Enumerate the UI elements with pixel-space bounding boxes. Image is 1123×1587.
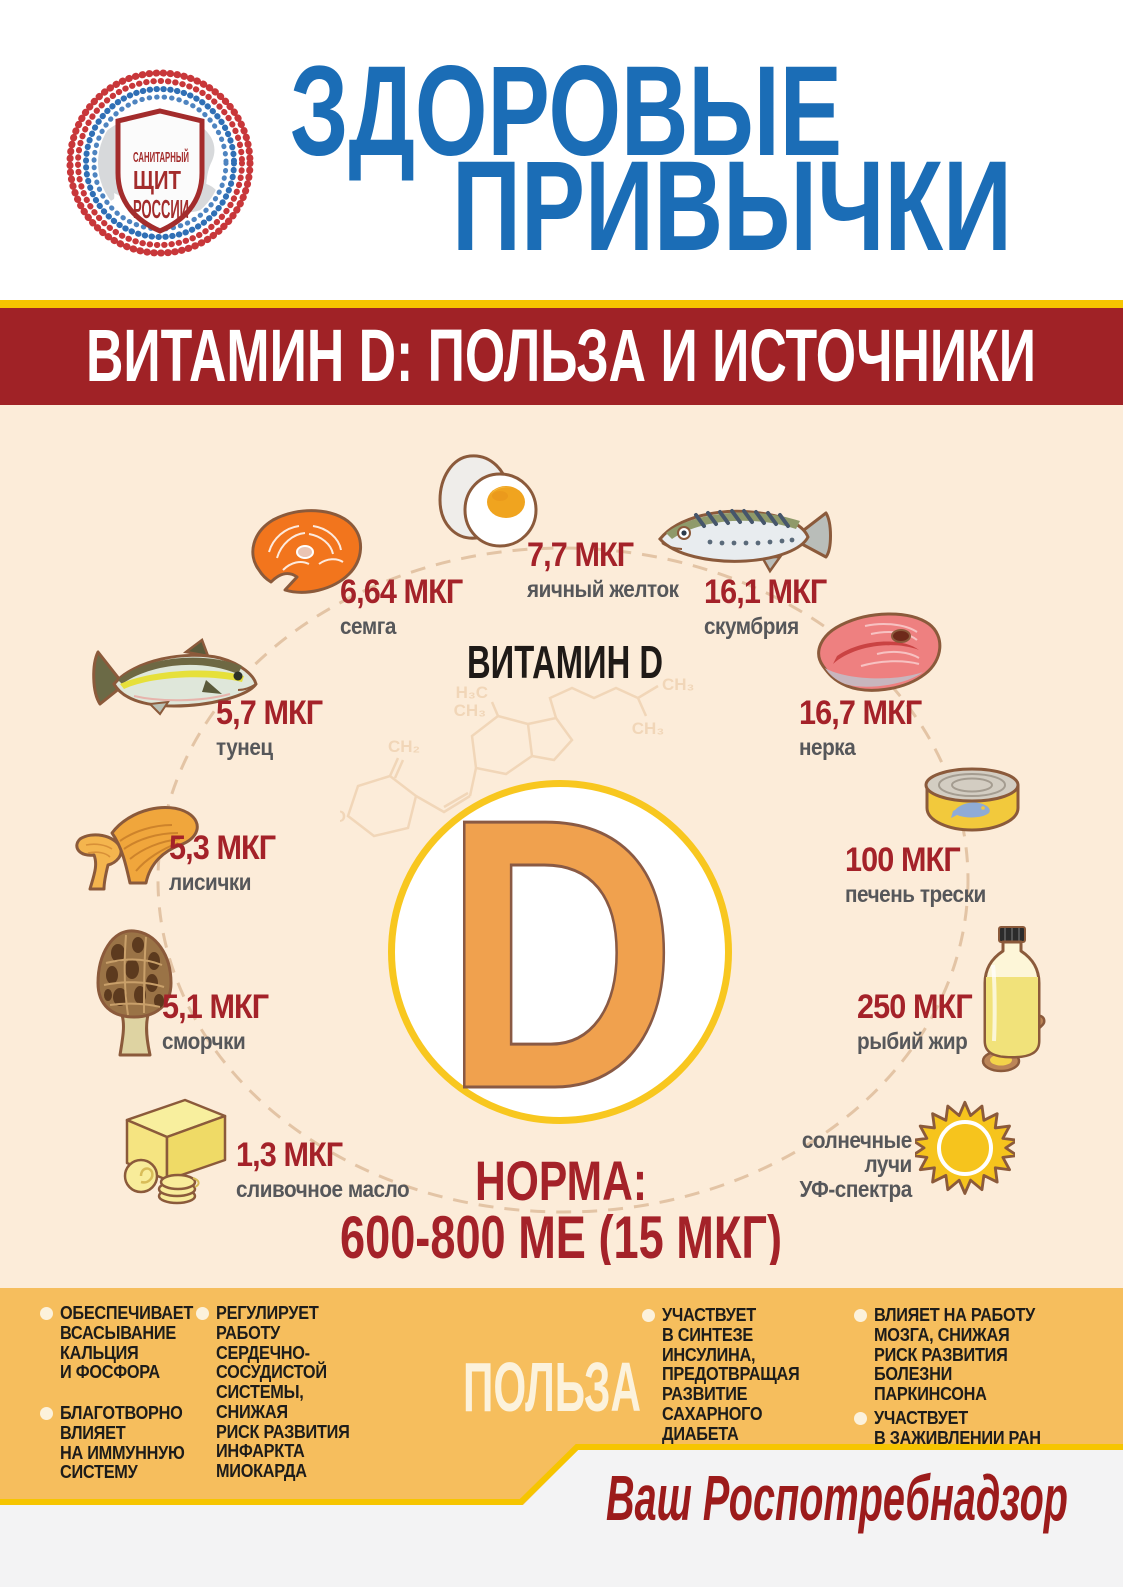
poster-title-line1: ЗДОРОВЫЕ [290, 40, 842, 183]
source-label: солнечные лучи УФ-спектра [799, 1127, 913, 1202]
canned-cod-liver-icon [924, 767, 1020, 832]
source-value: 1,3 МКГ [236, 1136, 343, 1174]
section-banner: ВИТАМИН D: ПОЛЬЗА И ИСТОЧНИКИ [0, 300, 1123, 405]
source-sun: солнечные лучи УФ-спектра [799, 1127, 913, 1202]
source-salmon: 6,64 МКГ семга [340, 573, 463, 639]
morels-icon [96, 929, 173, 1057]
source-label: яичный желток [527, 576, 679, 602]
header: САНИТАРНЫЙ ЩИТ РОССИИ ЗДОРОВЫЕ ПРИВЫЧКИ [0, 0, 1123, 300]
butter-icon [123, 1098, 227, 1205]
source-value: 250 МКГ [857, 988, 973, 1026]
benefit-item-wounds: УЧАСТВУЕТ В ЗАЖИВЛЕНИИ РАН [854, 1408, 1094, 1448]
source-chanterelles: 5,3 МКГ лисички [169, 829, 276, 895]
salmon-steak-icon [251, 509, 362, 594]
benefit-item-brain: ВЛИЯЕТ НА РАБОТУ МОЗГА, СНИЖАЯ РИСК РАЗВ… [854, 1305, 1094, 1404]
egg-yolk-icon [438, 454, 538, 548]
source-butter: 1,3 МКГ сливочное масло [236, 1136, 410, 1202]
source-label: сморчки [162, 1028, 246, 1054]
poster-title: ЗДОРОВЫЕ ПРИВЫЧКИ [290, 40, 1012, 270]
benefits-title-wrap: ПОЛЬЗА [463, 1348, 641, 1426]
benefit-item-insulin: УЧАСТВУЕТ В СИНТЕЗЕ ИНСУЛИНА, ПРЕДОТВРАЩ… [642, 1305, 852, 1443]
source-egg-yolk: 7,7 МКГ яичный желток [527, 538, 679, 601]
source-tuna: 5,7 МКГ тунец [216, 694, 323, 760]
source-label: печень трески [845, 881, 986, 907]
bullet-icon [854, 1412, 867, 1425]
poster-title-line2: ПРИВЫЧКИ [452, 135, 1012, 270]
benefits-panel [0, 1288, 1123, 1505]
chem-label-ch2: CH₂ [388, 737, 420, 756]
sun-icon [915, 1100, 1015, 1195]
source-label: скумбрия [704, 613, 799, 639]
logo-text-line1: САНИТАРНЫЙ [133, 148, 189, 166]
vitamin-d-letter: D [443, 787, 678, 1117]
source-label: семга [340, 613, 396, 639]
source-label: рыбий жир [857, 1028, 968, 1054]
bullet-icon [40, 1407, 53, 1420]
benefit-item-cardio: РЕГУЛИРУЕТ РАБОТУ СЕРДЕЧНО- СОСУДИСТОЙ С… [196, 1303, 376, 1481]
footer-signature: Ваш Роспотребнадзор [606, 1462, 1068, 1534]
logo-text-line3: РОССИИ [133, 194, 189, 224]
bullet-icon [196, 1307, 209, 1320]
source-value: 5,3 МКГ [169, 829, 276, 867]
shield-outline [115, 108, 205, 234]
source-value: 6,64 МКГ [340, 573, 463, 611]
source-value: 16,1 МКГ [704, 573, 827, 611]
bullet-icon [40, 1307, 53, 1320]
source-value: 5,7 МКГ [216, 694, 323, 732]
chanterelles-icon [75, 805, 199, 891]
source-value: 16,7 МКГ [799, 694, 922, 732]
vitamin-d-badge: D [388, 737, 732, 1171]
source-value: 100 МКГ [845, 841, 961, 879]
vitamin-d-molecule-icon: HO CH₂ H₃C CH₃ CH₃ CH₃ [340, 675, 694, 838]
banner-title: ВИТАМИН D: ПОЛЬЗА И ИСТОЧНИКИ [86, 314, 1036, 397]
norm-label: НОРМА: [475, 1150, 647, 1212]
source-label: тунец [216, 734, 273, 760]
source-label: сливочное масло [236, 1176, 410, 1202]
chem-label-h3c: H₃C [456, 683, 488, 702]
tuna-icon [92, 638, 258, 716]
mackerel-icon [658, 509, 832, 574]
footer-signature-wrap: Ваш Роспотребнадзор [606, 1462, 1068, 1534]
chem-label-ch3-c: CH₃ [662, 675, 694, 694]
source-fish-oil: 250 МКГ рыбий жир [857, 988, 973, 1054]
sockeye-fillet-icon [817, 612, 942, 692]
sanitary-shield-logo-icon: САНИТАРНЫЙ ЩИТ РОССИИ [66, 69, 254, 257]
benefit-item-calcium: ОБЕСПЕЧИВАЕТ ВСАСЫВАНИЕ КАЛЬЦИЯ И ФОСФОР… [40, 1303, 205, 1382]
source-mackerel: 16,1 МКГ скумбрия [704, 573, 827, 639]
chem-label-ch3-b: CH₃ [632, 719, 664, 738]
center-title: ВИТАМИН D [467, 638, 663, 688]
source-sockeye: 16,7 МКГ нерка [799, 694, 922, 760]
chem-label-ch3-a: CH₃ [454, 701, 486, 720]
source-label: лисички [169, 869, 252, 895]
source-cod-liver: 100 МКГ печень трески [845, 843, 986, 906]
source-value: 7,7 МКГ [527, 536, 634, 574]
svg-text:ВИТАМИН D: ВИТАМИН D [467, 638, 663, 688]
source-morels: 5,1 МКГ сморчки [162, 988, 269, 1054]
chem-label-ho: HO [340, 807, 346, 826]
source-value: 5,1 МКГ [162, 988, 269, 1026]
source-label: нерка [799, 734, 856, 760]
bullet-icon [854, 1309, 867, 1322]
bullet-icon [642, 1309, 655, 1322]
norm-value: 600-800 МЕ (15 МКГ) [340, 1204, 782, 1265]
sources-cycle-path [156, 546, 970, 1214]
daily-norm: НОРМА: 600-800 МЕ (15 МКГ) [340, 1150, 782, 1265]
benefit-item-immunity: БЛАГОТВОРНО ВЛИЯЕТ НА ИММУННУЮ СИСТЕМУ [40, 1403, 205, 1482]
benefits-title: ПОЛЬЗА [463, 1348, 641, 1426]
logo-text-line2: ЩИТ [133, 165, 181, 195]
fish-oil-bottle-icon [981, 926, 1046, 1073]
